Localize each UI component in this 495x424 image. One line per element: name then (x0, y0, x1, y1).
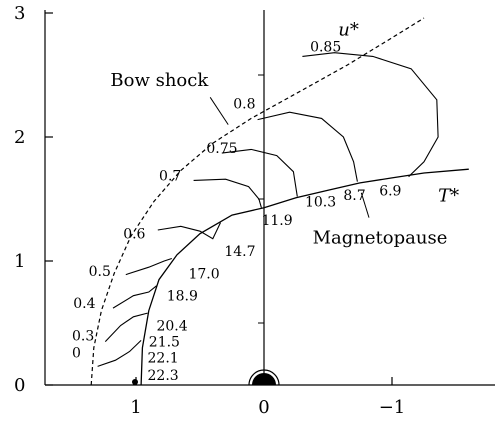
u-star-contour (193, 178, 262, 208)
annotation-label: T* (438, 185, 459, 206)
u-star-contour (157, 222, 221, 240)
t-star-label: 10.3 (305, 194, 336, 210)
t-star-label: 8.7 (343, 188, 365, 204)
u-star-label: 0 (72, 346, 81, 362)
ticks: 0 1 2 3 1 0 −1 (14, 3, 405, 418)
y-tick-label: 0 (14, 375, 25, 396)
y-tick-label: 3 (14, 3, 25, 24)
u-star-label: 0.7 (159, 168, 181, 184)
annotation-label: u* (338, 19, 359, 40)
planet-disk (252, 373, 276, 385)
x-tick-label: 1 (130, 397, 141, 418)
curves (90, 17, 469, 386)
u-star-contour (302, 52, 439, 178)
y-tick-label: 2 (14, 127, 25, 148)
u-star-contour (112, 285, 157, 309)
marks (132, 369, 280, 386)
u-star-label: 0.3 (72, 328, 94, 344)
u-star-label: 0.85 (310, 39, 341, 55)
x-tick-label: 0 (258, 397, 269, 418)
t-star-label: 14.7 (224, 244, 255, 260)
t-star-label: 22.1 (148, 351, 179, 367)
annotation-label: Bow shock (110, 70, 209, 91)
u-star-contour (125, 257, 172, 276)
annotation-label: Magnetopause (313, 228, 448, 249)
t-star-label: 18.9 (167, 289, 198, 305)
t-star-label: 17.0 (188, 266, 219, 282)
labels: 0.85 0.8 0.75 0.7 0.6 0.5 0.4 0.3 0 6.9 8.7 10.3 11.… (72, 19, 459, 384)
bow-shock-curve (90, 17, 425, 386)
t-star-label: 11.9 (261, 213, 292, 229)
u-star-contour (97, 340, 142, 367)
x-tick-label: −1 (379, 397, 406, 418)
u-star-contour (257, 111, 358, 182)
y-tick-label: 1 (14, 251, 25, 272)
t-star-label: 20.4 (156, 318, 187, 334)
magnetopause-leader (360, 192, 370, 218)
magnetopause-curve (140, 168, 469, 386)
t-star-label: 21.5 (149, 335, 180, 351)
u-star-label: 0.6 (123, 227, 145, 243)
t-star-label: 6.9 (379, 183, 401, 199)
planet-outline (248, 369, 280, 386)
u-star-label: 0.8 (233, 96, 255, 112)
u-star-label: 0.4 (73, 296, 95, 312)
u-star-contour (221, 148, 298, 197)
bow-shock-leader (209, 97, 229, 125)
axes (44, 10, 495, 386)
small-body (132, 379, 138, 385)
u-star-label: 0.75 (206, 141, 237, 157)
u-star-label: 0.5 (89, 264, 111, 280)
t-star-label: 22.3 (148, 368, 179, 384)
u-star-contour (104, 312, 148, 342)
